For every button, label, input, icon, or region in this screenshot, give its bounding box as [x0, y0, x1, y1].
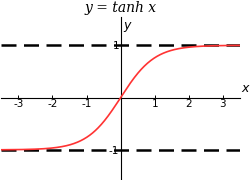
Title: y = tanh x: y = tanh x — [84, 1, 157, 15]
Text: x: x — [242, 82, 249, 96]
Text: y: y — [123, 19, 131, 32]
